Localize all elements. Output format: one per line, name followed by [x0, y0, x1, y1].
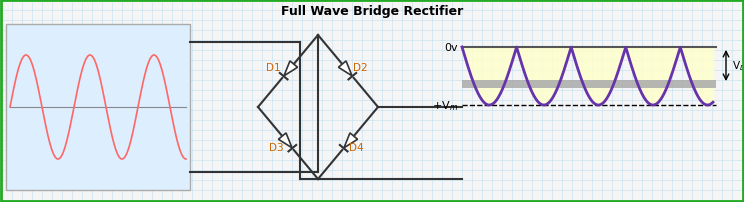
Text: D3: D3 — [269, 142, 283, 152]
Text: D1: D1 — [266, 63, 280, 73]
Text: D2: D2 — [353, 63, 368, 73]
Bar — [6, 25, 190, 190]
Polygon shape — [278, 133, 292, 148]
Polygon shape — [339, 62, 352, 77]
Text: D4: D4 — [349, 142, 363, 152]
Text: 0v: 0v — [444, 43, 458, 53]
Polygon shape — [344, 133, 358, 148]
Text: V$_{DC}$: V$_{DC}$ — [732, 59, 744, 73]
Polygon shape — [284, 62, 298, 77]
Bar — [462, 81, 716, 88]
Text: Full Wave Bridge Rectifier: Full Wave Bridge Rectifier — [281, 4, 463, 17]
Text: +V$_m$: +V$_m$ — [432, 99, 458, 112]
